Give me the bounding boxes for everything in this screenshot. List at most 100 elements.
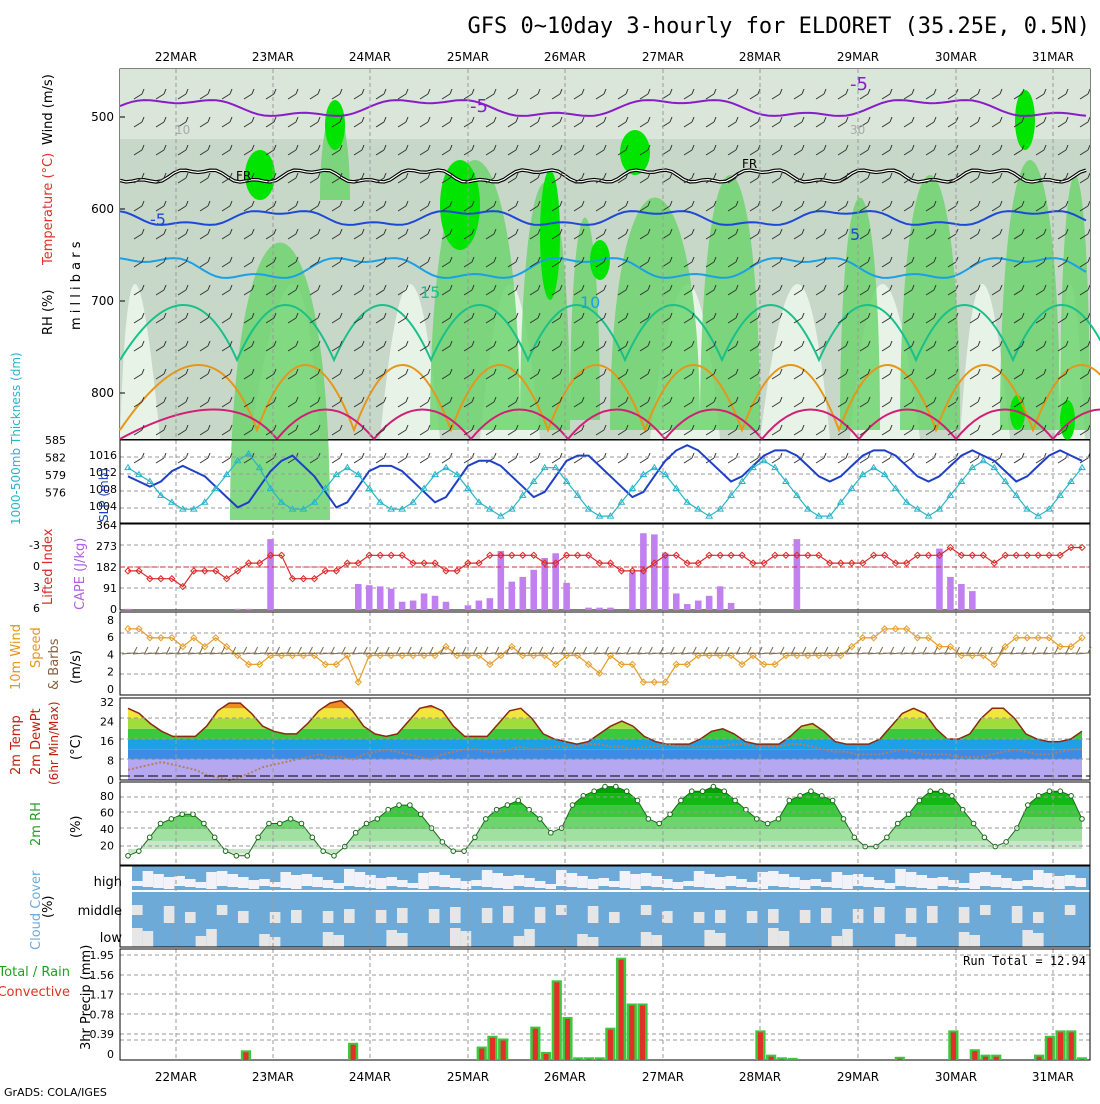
surface-barb: [725, 653, 737, 654]
cloud-high-gap: [980, 872, 991, 886]
cloud-mid-gap: [376, 910, 387, 923]
cloud-low-gap: [196, 936, 207, 947]
cloud-mid-gap: [291, 910, 302, 923]
date-bottom-9: 31MAR: [1032, 1070, 1074, 1084]
cloud-high-gap: [153, 874, 164, 888]
thickness-point: [1079, 465, 1085, 470]
surface-barb-tail: [244, 647, 247, 653]
surface-barb-tail: [364, 647, 367, 653]
rh-point: [895, 821, 900, 826]
rh-point: [874, 844, 879, 849]
surface-barb-tail: [134, 647, 137, 653]
surface-barb: [747, 653, 759, 654]
cloud-high-gap: [164, 877, 175, 889]
wind-barb-tail: [362, 453, 364, 458]
surface-barb: [221, 653, 233, 654]
surface-barb-tail: [924, 647, 927, 653]
surface-barb: [418, 653, 430, 654]
rh-tick-2: 40: [100, 823, 114, 836]
temp-label-1: 2m Temp: [9, 715, 24, 775]
cloud-high-gap: [683, 881, 694, 886]
wind-barb: [618, 458, 626, 463]
cloud-high-gap: [694, 871, 705, 887]
date-bottom-5: 27MAR: [642, 1070, 684, 1084]
date-top-6: 28MAR: [739, 50, 781, 64]
date-top-8: 30MAR: [935, 50, 977, 64]
surface-barb-tail: [616, 647, 619, 653]
rh-point: [1047, 789, 1052, 794]
cloud-high-gap: [736, 879, 747, 887]
surface-barb: [977, 653, 989, 654]
cloud-high-gap: [1065, 875, 1076, 886]
cloud-low-gap: [842, 929, 853, 947]
precip-label-2: Convective: [0, 985, 70, 1000]
rh-point: [277, 821, 282, 826]
date-top-5: 27MAR: [642, 50, 684, 64]
cloud-high-gap: [609, 881, 620, 887]
cloud-low-gap: [514, 936, 525, 947]
cape-bar: [684, 604, 691, 610]
surface-barb-tail: [1066, 647, 1069, 653]
surface-barb-tail: [288, 647, 291, 653]
cape-bar: [662, 553, 669, 610]
date-top-2: 24MAR: [349, 50, 391, 64]
cloud-high-gap: [885, 883, 896, 889]
cloud-high-gap: [535, 881, 546, 888]
surface-barb-tail: [649, 647, 652, 653]
temp-tick-4: 0: [107, 774, 114, 787]
surface-barb-tail: [803, 647, 806, 653]
date-bottom-7: 29MAR: [837, 1070, 879, 1084]
contour-label-5: 5: [850, 225, 860, 244]
cape-bar: [366, 585, 373, 610]
rh-tick-0: 80: [100, 790, 114, 803]
rh-band-0: [120, 853, 1090, 865]
rh-point: [451, 849, 456, 854]
rh-point: [1058, 789, 1063, 794]
surface-barb-tail: [156, 647, 159, 653]
li-tick-1: 0: [33, 560, 40, 573]
surface-barb-tail: [375, 647, 378, 653]
cloud-low-gap: [715, 933, 726, 947]
cloud-high-gap: [874, 880, 885, 888]
cloud-high-gap: [726, 876, 737, 886]
temp-label-unit: (°C): [69, 734, 84, 760]
rh-point: [180, 812, 185, 817]
cloud-low-gap: [588, 937, 599, 947]
rh-point: [440, 840, 445, 845]
cloud-high-gap: [863, 877, 874, 887]
precip-conv-bar: [243, 1052, 248, 1060]
wind-barb: [398, 458, 406, 463]
rh-point: [689, 789, 694, 794]
cloud-mid-gap: [429, 909, 440, 923]
cloud-low-gap: [397, 933, 408, 947]
date-bottom-0: 22MAR: [155, 1070, 197, 1084]
wind-tick-1: 6: [107, 631, 114, 644]
cloud-mid-gap: [906, 908, 917, 923]
surface-barb-tail: [573, 647, 576, 653]
rh-shading: [120, 69, 1090, 520]
surface-barb-tail: [902, 647, 905, 653]
cloud-high-gap: [450, 878, 461, 888]
surface-barb: [374, 653, 386, 654]
cloud-high-gap: [514, 875, 525, 886]
cloud-mid-gap: [1012, 906, 1023, 923]
precip-conv-bar: [897, 1059, 902, 1060]
cloud-mid-gap: [323, 911, 334, 923]
wind-barb: [222, 458, 230, 463]
cloud-low-gap: [906, 937, 917, 947]
surface-barb-tail: [562, 647, 565, 653]
cloud-level-0: high: [94, 875, 122, 890]
rh-point: [234, 853, 239, 858]
surface-barb-tail: [693, 647, 696, 653]
rh-point: [256, 835, 261, 840]
surface-barb-tail: [606, 647, 609, 653]
cloud-high-gap: [238, 877, 249, 888]
cape-bar: [706, 596, 713, 610]
wind-barb: [552, 458, 560, 463]
cloud-label-unit: (%): [41, 896, 56, 919]
surface-barb-tail: [430, 647, 433, 653]
precip-total-bar: [787, 1058, 797, 1060]
date-top-7: 29MAR: [837, 50, 879, 64]
surface-barb: [341, 653, 353, 654]
